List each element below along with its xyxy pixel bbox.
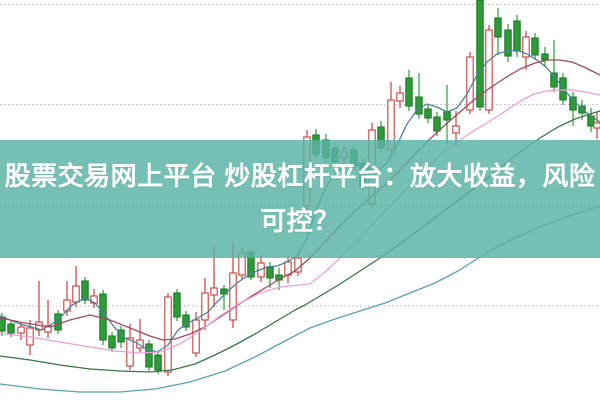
candle-body [578, 105, 586, 114]
candle-body [541, 53, 549, 61]
candle-body [485, 29, 493, 111]
headline-line-2: 可控？ [260, 206, 340, 236]
candle-body [182, 314, 190, 328]
candle-body [201, 292, 209, 321]
headline-banner: 股票交易网上平台 炒股杠杆平台：放大收益，风险 可控？ [0, 140, 600, 258]
candle-body [396, 92, 404, 102]
candle-body [192, 319, 200, 354]
candle-body [108, 335, 116, 349]
candle-body [99, 293, 107, 341]
candle-body [229, 272, 237, 321]
candle-body [7, 323, 15, 334]
candle-body [117, 329, 125, 343]
candle-body [81, 280, 89, 301]
candle-body [494, 17, 502, 38]
candle-body [210, 287, 218, 296]
candle-body [173, 292, 181, 318]
candle-body [443, 111, 451, 121]
candle-body [476, 0, 484, 108]
candle-body [145, 343, 153, 368]
candle-body [154, 354, 162, 371]
candle-body [136, 339, 144, 349]
candle-body [452, 125, 460, 134]
candle-body [559, 77, 567, 101]
candle-body [424, 108, 432, 119]
candle-body [593, 122, 600, 129]
candle-body [504, 29, 512, 57]
candle-body [17, 326, 25, 334]
candle-body [531, 37, 539, 56]
candle-body [63, 299, 71, 312]
candle-body [266, 266, 274, 279]
candle-body [522, 36, 530, 58]
candle-body [415, 96, 423, 115]
headline-line-1: 股票交易网上平台 炒股杠杆平台：放大收益，风险 [4, 161, 596, 191]
candle-body [513, 20, 521, 52]
candle-body [433, 116, 441, 132]
candle-body [405, 77, 413, 107]
candle-body [164, 296, 172, 373]
candle-body [72, 285, 80, 303]
